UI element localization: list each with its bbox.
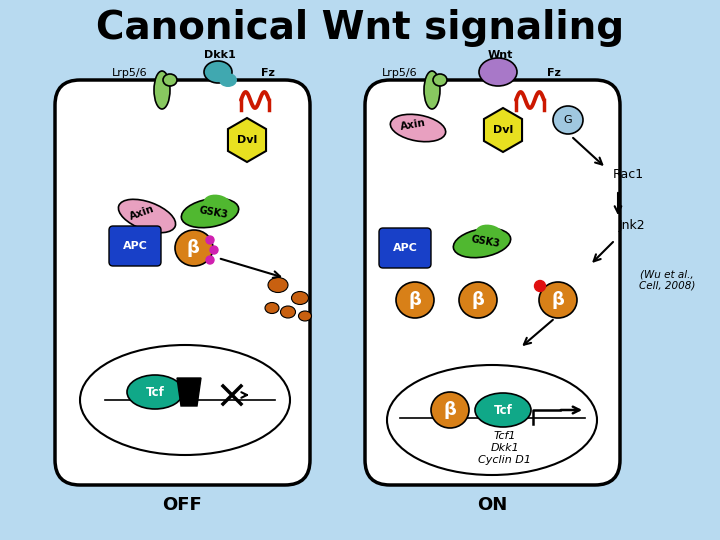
Text: Lrp5/6: Lrp5/6 [112, 68, 148, 78]
Ellipse shape [203, 194, 233, 215]
Text: β: β [444, 401, 456, 419]
Text: β: β [552, 291, 564, 309]
Ellipse shape [433, 74, 447, 86]
Ellipse shape [475, 393, 531, 427]
Circle shape [206, 236, 214, 244]
Ellipse shape [154, 71, 170, 109]
Circle shape [534, 280, 546, 292]
Text: Fz: Fz [547, 68, 561, 78]
Text: APC: APC [392, 243, 418, 253]
Text: (Wu et al.,
Cell, 2008): (Wu et al., Cell, 2008) [639, 269, 696, 291]
Ellipse shape [80, 345, 290, 455]
Text: Rac1: Rac1 [613, 168, 644, 181]
Ellipse shape [292, 292, 308, 305]
Text: Axin: Axin [400, 118, 426, 132]
Ellipse shape [553, 106, 583, 134]
Ellipse shape [424, 71, 440, 109]
Text: Axin: Axin [128, 204, 156, 222]
Text: ON: ON [477, 496, 507, 514]
Text: G: G [564, 115, 572, 125]
Text: Tcf: Tcf [494, 403, 513, 416]
Text: APC: APC [122, 241, 148, 251]
Text: Dvl: Dvl [237, 135, 257, 145]
Ellipse shape [175, 230, 213, 266]
Ellipse shape [299, 311, 312, 321]
Ellipse shape [387, 365, 597, 475]
Circle shape [206, 256, 214, 264]
Text: Canonical Wnt signaling: Canonical Wnt signaling [96, 9, 624, 47]
Circle shape [210, 246, 218, 254]
Ellipse shape [431, 392, 469, 428]
Text: Dkk1: Dkk1 [204, 50, 236, 60]
Ellipse shape [118, 199, 176, 233]
Text: OFF: OFF [162, 496, 202, 514]
Polygon shape [177, 378, 201, 406]
Ellipse shape [539, 282, 577, 318]
Ellipse shape [127, 375, 183, 409]
FancyBboxPatch shape [365, 80, 620, 485]
Ellipse shape [181, 198, 238, 228]
Text: β: β [408, 291, 421, 309]
Text: β: β [186, 239, 199, 257]
Ellipse shape [204, 61, 232, 83]
Text: GSK3: GSK3 [469, 234, 500, 249]
Text: β: β [472, 291, 485, 309]
Text: Fz: Fz [261, 68, 275, 78]
Text: Tcf: Tcf [145, 386, 164, 399]
Ellipse shape [475, 225, 505, 245]
FancyBboxPatch shape [55, 80, 310, 485]
Text: Tcf1
Dkk1
Cyclin D1: Tcf1 Dkk1 Cyclin D1 [479, 431, 531, 464]
Ellipse shape [281, 306, 295, 318]
Ellipse shape [454, 228, 510, 258]
Text: Wnt: Wnt [487, 50, 513, 60]
Text: Dvl: Dvl [493, 125, 513, 135]
Ellipse shape [163, 74, 177, 86]
Ellipse shape [390, 114, 446, 141]
FancyBboxPatch shape [109, 226, 161, 266]
Ellipse shape [268, 278, 288, 293]
Ellipse shape [265, 302, 279, 314]
Text: Jnk2: Jnk2 [618, 219, 645, 232]
Ellipse shape [396, 282, 434, 318]
Text: Lrp5/6: Lrp5/6 [382, 68, 418, 78]
Ellipse shape [219, 73, 237, 87]
FancyBboxPatch shape [379, 228, 431, 268]
Ellipse shape [479, 58, 517, 86]
Text: GSK3: GSK3 [198, 206, 228, 220]
Ellipse shape [459, 282, 497, 318]
